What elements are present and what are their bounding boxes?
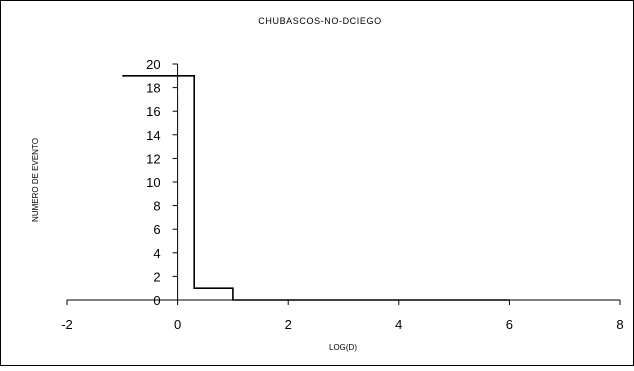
x-tick-label: 6: [506, 317, 513, 332]
series-group: [122, 75, 510, 301]
x-tick-label: 4: [395, 317, 402, 332]
chart-title: CHUBASCOS-NO-DCIEGO: [258, 16, 381, 26]
y-tick-label: 8: [153, 199, 160, 214]
y-tick-label: 0: [153, 293, 160, 308]
series-step-line: [122, 75, 510, 301]
ticks: -2 0 2 4 6 8 0 2 4 6 8 10 12 14 16 18 20: [61, 57, 623, 332]
y-tick-label: 20: [146, 57, 160, 72]
y-tick-label: 18: [146, 81, 160, 96]
y-tick-label: 10: [146, 175, 160, 190]
y-tick-label: 12: [146, 151, 160, 166]
x-tick-label: 2: [285, 317, 292, 332]
x-axis-label: LOG(D): [329, 343, 357, 352]
y-axis-label: NUMERO DE EVENTO: [31, 138, 40, 222]
x-tick-label: -2: [61, 317, 73, 332]
y-tick-label: 14: [146, 128, 160, 143]
y-tick-label: 2: [153, 269, 160, 284]
x-tick-label: 8: [616, 317, 623, 332]
x-tick-label: 0: [174, 317, 181, 332]
y-tick-label: 4: [153, 246, 160, 261]
y-tick-label: 6: [153, 222, 160, 237]
y-tick-label: 16: [146, 104, 160, 119]
